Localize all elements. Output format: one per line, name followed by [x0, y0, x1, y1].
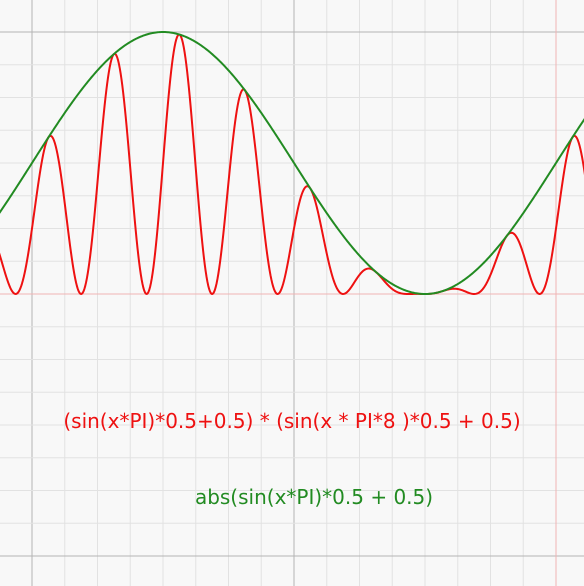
red-formula-label: (sin(x*PI)*0.5+0.5) * (sin(x * PI*8 )*0.… — [63, 409, 520, 433]
green-abs-curve — [0, 31, 584, 295]
red-product-curve — [0, 33, 584, 295]
green-formula-label: abs(sin(x*PI)*0.5 + 0.5) — [195, 485, 433, 509]
curves — [0, 31, 584, 295]
